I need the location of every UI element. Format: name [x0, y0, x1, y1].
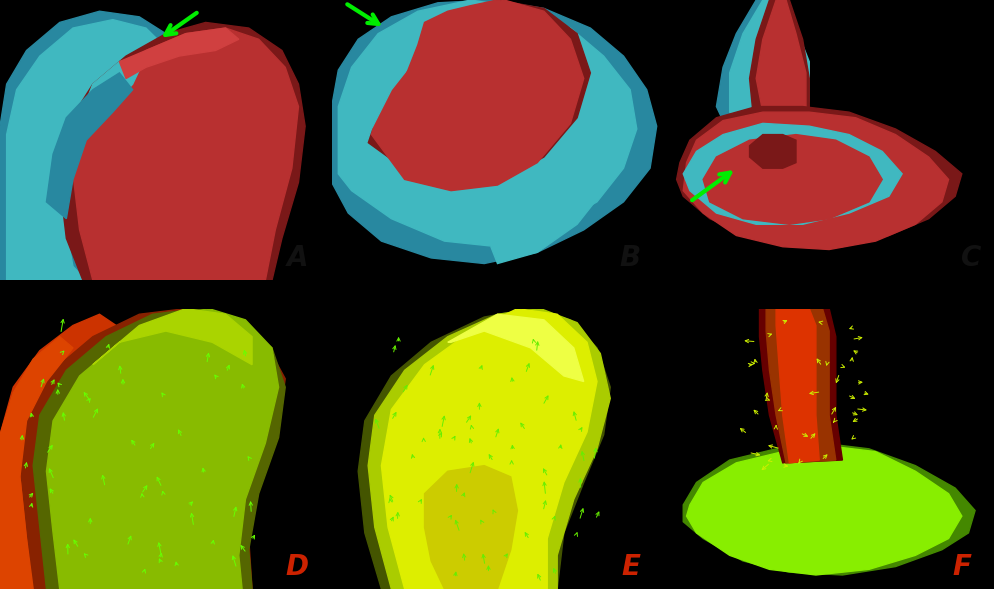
Polygon shape	[33, 309, 285, 589]
Polygon shape	[748, 134, 795, 168]
Polygon shape	[0, 315, 116, 589]
Polygon shape	[398, 0, 570, 168]
Polygon shape	[490, 168, 603, 263]
Polygon shape	[331, 0, 656, 263]
Polygon shape	[424, 466, 517, 589]
Polygon shape	[755, 0, 805, 134]
Text: F: F	[952, 552, 971, 581]
Text: E: E	[620, 552, 639, 581]
Polygon shape	[683, 112, 947, 250]
Polygon shape	[358, 309, 609, 589]
Polygon shape	[368, 309, 609, 589]
Text: C: C	[960, 244, 981, 272]
Polygon shape	[92, 309, 251, 365]
Polygon shape	[0, 11, 166, 280]
Polygon shape	[686, 446, 961, 575]
Polygon shape	[338, 0, 636, 247]
Polygon shape	[47, 309, 278, 589]
Polygon shape	[371, 0, 583, 191]
Polygon shape	[447, 315, 583, 382]
Polygon shape	[748, 0, 808, 140]
Polygon shape	[729, 0, 808, 146]
Text: D: D	[285, 552, 308, 581]
Polygon shape	[345, 28, 430, 168]
Polygon shape	[381, 309, 596, 589]
Polygon shape	[73, 28, 298, 280]
Polygon shape	[7, 19, 166, 280]
Polygon shape	[0, 337, 73, 589]
Polygon shape	[80, 56, 146, 129]
Polygon shape	[765, 309, 835, 463]
Text: B: B	[618, 244, 639, 272]
Polygon shape	[119, 28, 239, 78]
Polygon shape	[60, 22, 305, 280]
Polygon shape	[775, 309, 818, 463]
Text: A: A	[286, 244, 308, 272]
Polygon shape	[758, 309, 842, 463]
Polygon shape	[47, 73, 132, 219]
Polygon shape	[683, 443, 974, 575]
Polygon shape	[20, 309, 285, 589]
Polygon shape	[365, 0, 589, 185]
Polygon shape	[716, 0, 808, 151]
Polygon shape	[676, 107, 961, 247]
Polygon shape	[683, 123, 902, 224]
Polygon shape	[703, 134, 882, 224]
